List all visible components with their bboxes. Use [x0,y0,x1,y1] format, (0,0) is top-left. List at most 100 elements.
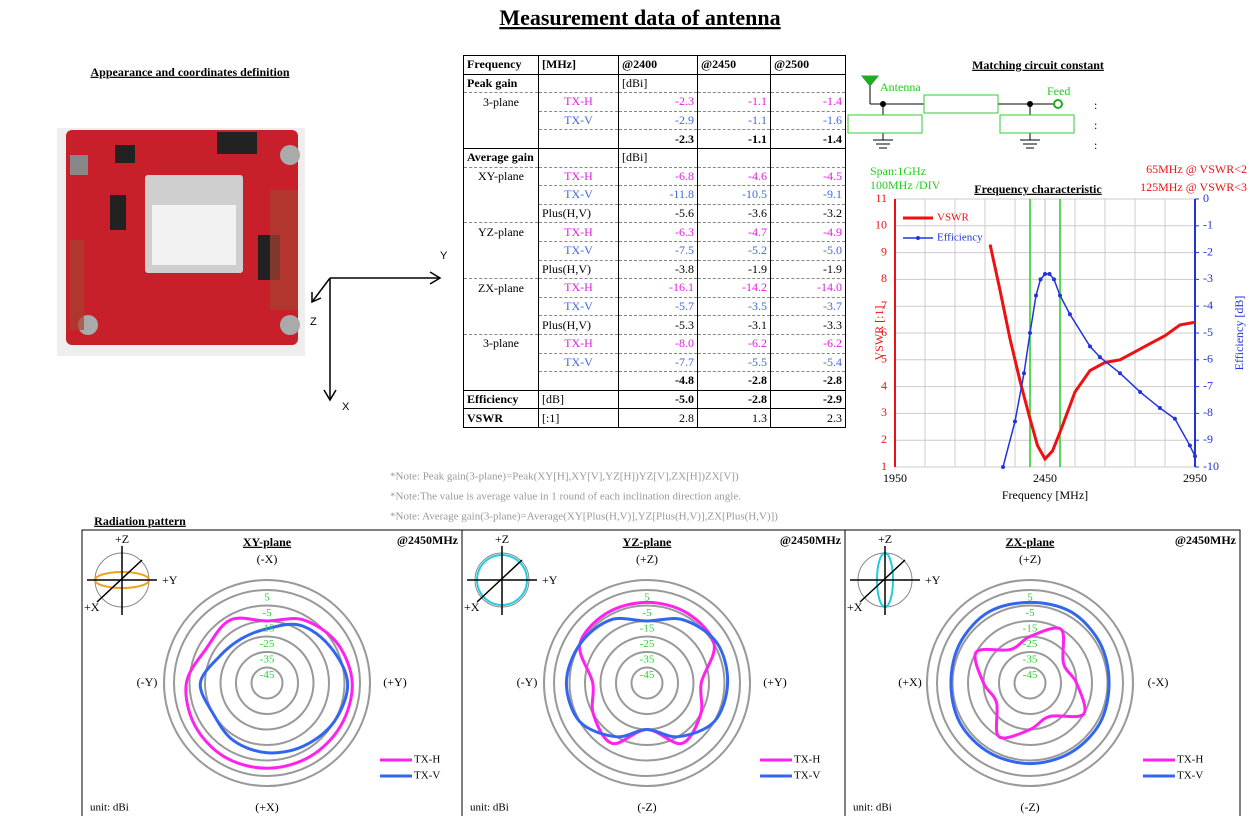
direction-label: (+X) [255,800,278,814]
table-cell: -1.1 [698,130,771,149]
y-tick-label: 1 [881,459,887,473]
r-tick-label: -25 [260,638,275,650]
r-tick-label: -35 [1023,654,1038,666]
table-row: Efficiency[dB]-5.0-2.8-2.9 [464,390,846,409]
panel-title: XY-plane [243,535,292,549]
annotation: 65MHz @ VSWR<2 [1146,162,1247,176]
table-cell: -3.1 [698,316,771,335]
table-cell: -4.8 [619,372,698,391]
point [1138,390,1142,394]
y2-axis-label: Efficiency [dB] [1232,296,1246,371]
r-tick-label: -45 [260,669,275,681]
table-cell [771,148,846,167]
table-cell: TX-V [539,297,619,316]
table-cell [539,130,619,149]
note: *Note: Average gain(3-plane)=Average(XY[… [390,511,778,523]
table-cell: TX-V [539,241,619,260]
y-tick-label: 11 [875,191,887,205]
point [1068,312,1072,316]
table-cell [698,148,771,167]
table-cell [464,297,539,316]
table-cell: -5.0 [619,390,698,409]
table-cell: -2.9 [619,111,698,130]
circuit-value: : [1094,138,1097,152]
table-row: Plus(H,V)-5.3-3.1-3.3 [464,316,846,335]
table-cell: -5.5 [698,353,771,372]
point [1158,406,1162,410]
table-cell: -5.2 [698,241,771,260]
table-cell: -3.2 [771,204,846,223]
axis-label: X [342,401,350,413]
table-cell [464,111,539,130]
table-cell: -4.7 [698,223,771,242]
note: *Note: Peak gain(3-plane)=Peak(XY[H],XY[… [390,471,739,483]
table-row: Plus(H,V)-5.6-3.6-3.2 [464,204,846,223]
table-cell: TX-V [539,353,619,372]
table-cell: -2.9 [771,390,846,409]
table-cell: -6.2 [771,334,846,353]
table-cell: @2400 [619,56,698,75]
point [1043,272,1047,276]
table-cell: Plus(H,V) [539,316,619,335]
legend-label: TX-V [794,770,820,782]
r-tick-label: -5 [262,607,272,619]
table-cell: -6.3 [619,223,698,242]
r-tick-label: -15 [1023,623,1038,635]
table-cell: -3.6 [698,204,771,223]
y2-tick-label: -10 [1203,459,1219,473]
table-cell: -2.3 [619,93,698,112]
table-cell: @2450 [698,56,771,75]
table-cell: -1.1 [698,111,771,130]
table-row: 3-planeTX-H-8.0-6.2-6.2 [464,334,846,353]
legend-label: VSWR [937,212,969,224]
table-cell: -2.3 [619,130,698,149]
table-cell: [dB] [539,390,619,409]
point [1048,272,1052,276]
table-row: TX-V-5.7-3.5-3.7 [464,297,846,316]
table-cell: 3-plane [464,93,539,112]
table-cell: Plus(H,V) [539,204,619,223]
icon-axis [860,560,905,602]
table-cell [539,148,619,167]
table-row: Frequency[MHz]@2400@2450@2500 [464,56,846,75]
table-row: Plus(H,V)-3.8-1.9-1.9 [464,260,846,279]
r-tick-label: -15 [260,623,275,635]
table-cell: -2.8 [771,372,846,391]
table-cell: -5.3 [619,316,698,335]
y2-tick-label: -1 [1203,218,1213,232]
table-row: Average gain[dBi] [464,148,846,167]
r-tick-label: -45 [1023,669,1038,681]
table-cell: Average gain [464,148,539,167]
r-tick-label: 5 [644,592,650,604]
table-cell: -1.4 [771,130,846,149]
table-cell [464,316,539,335]
table-row: 3-planeTX-H-2.3-1.1-1.4 [464,93,846,112]
y2-tick-label: -7 [1203,378,1213,392]
table-cell: -1.9 [698,260,771,279]
table-cell: -5.6 [619,204,698,223]
point [1188,444,1192,448]
table-cell [464,186,539,205]
table-cell: TX-H [539,279,619,298]
table-cell: TX-H [539,223,619,242]
table-cell: 2.3 [771,409,846,428]
point [1039,277,1043,281]
r-tick-label: -5 [1025,607,1035,619]
r-tick-label: -25 [1023,638,1038,650]
unit-label: unit: dBi [90,802,129,814]
r-tick-label: -15 [640,623,655,635]
x-tick-label: 2450 [1033,471,1057,485]
table-cell: 1.3 [698,409,771,428]
table-cell: @2500 [771,56,846,75]
table-cell: -1.4 [771,93,846,112]
table-cell: -11.8 [619,186,698,205]
icon-label: +Z [495,532,509,546]
table-cell: -3.7 [771,297,846,316]
table-cell: YZ-plane [464,223,539,242]
point [1088,344,1092,348]
x-axis-label: Frequency [MHz] [1002,488,1088,502]
polar-ring [221,637,314,730]
y2-tick-label: -6 [1203,352,1213,366]
table-cell: -16.1 [619,279,698,298]
